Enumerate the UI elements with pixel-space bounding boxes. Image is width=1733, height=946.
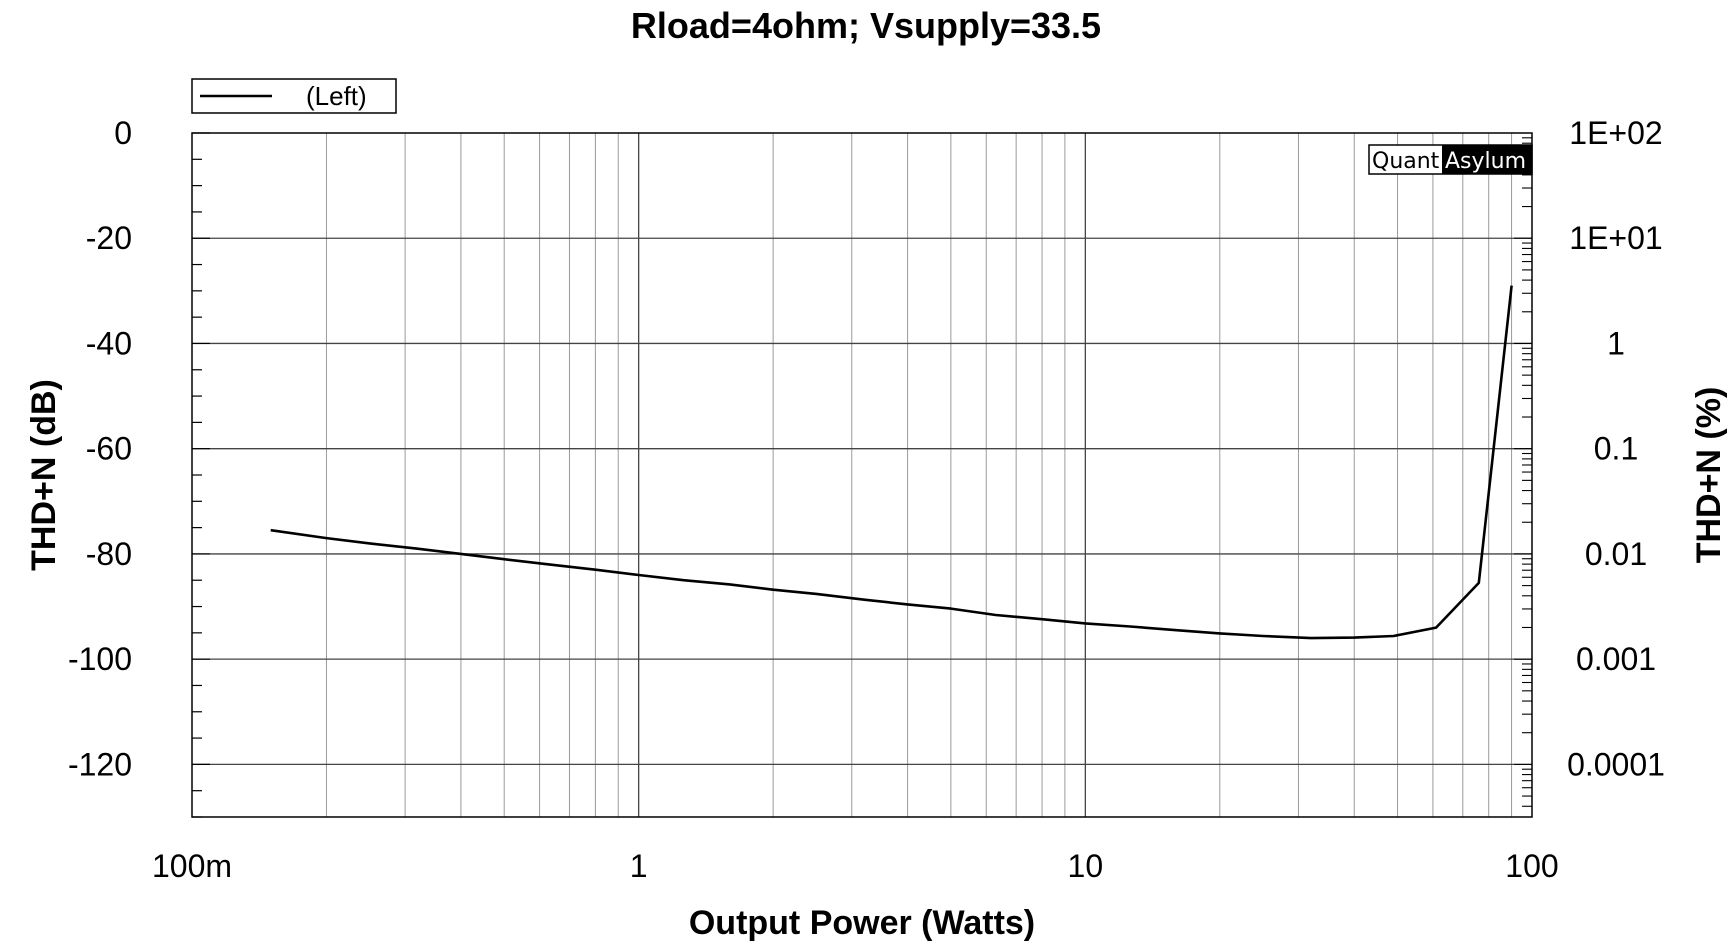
legend: (Left)	[191, 78, 397, 114]
y-right-tick-label: 1E+02	[1569, 115, 1662, 151]
series-line-0	[270, 285, 1513, 640]
grid-lines	[192, 133, 1532, 817]
y-tick-label: -120	[68, 746, 132, 782]
y-tick-label: 0	[114, 115, 132, 151]
logo-text-quant: Quant	[1372, 149, 1440, 174]
logo-text-asylum: Asylum	[1445, 149, 1526, 174]
y-right-tick-label: 0.001	[1576, 641, 1656, 677]
y-right-tick-label: 0.1	[1594, 431, 1638, 467]
x-tick-labels: 100m 1 10 100	[152, 848, 1559, 884]
x-tick-label: 100m	[152, 848, 232, 884]
x-tick-label: 1	[630, 848, 648, 884]
x-tick-label: 10	[1068, 848, 1104, 884]
axis-ticks	[192, 132, 1532, 818]
y-right-axis-label: THD+N (%)	[1690, 387, 1728, 564]
y-tick-label: -100	[68, 641, 132, 677]
y-tick-label: -20	[86, 220, 132, 256]
y-tick-label: -60	[86, 431, 132, 467]
plot-frame	[191, 132, 1533, 818]
y-tick-labels: 0 -20 -40 -60 -80 -100 -120	[68, 115, 132, 782]
y-right-tick-label: 1E+01	[1569, 220, 1662, 256]
legend-entry-left: (Left)	[306, 81, 367, 111]
logo-dark-block	[1442, 145, 1532, 174]
y-right-tick-labels: 1E+02 1E+01 1 0.1 0.01 0.001 0.0001	[1567, 115, 1665, 782]
y-right-tick-label: 0.0001	[1567, 746, 1665, 782]
quantasylum-logo: Quant Asylum	[1368, 144, 1533, 175]
y-tick-label: -40	[86, 325, 132, 361]
y-axis-label: THD+N (dB)	[25, 379, 63, 571]
x-tick-label: 100	[1505, 848, 1558, 884]
chart-title: Rload=4ohm; Vsupply=33.5	[631, 5, 1101, 46]
series-layer	[270, 285, 1513, 640]
y-tick-label: -80	[86, 536, 132, 572]
x-axis-label: Output Power (Watts)	[689, 904, 1035, 942]
y-right-tick-label: 0.01	[1585, 536, 1647, 572]
y-right-tick-label: 1	[1607, 325, 1625, 361]
